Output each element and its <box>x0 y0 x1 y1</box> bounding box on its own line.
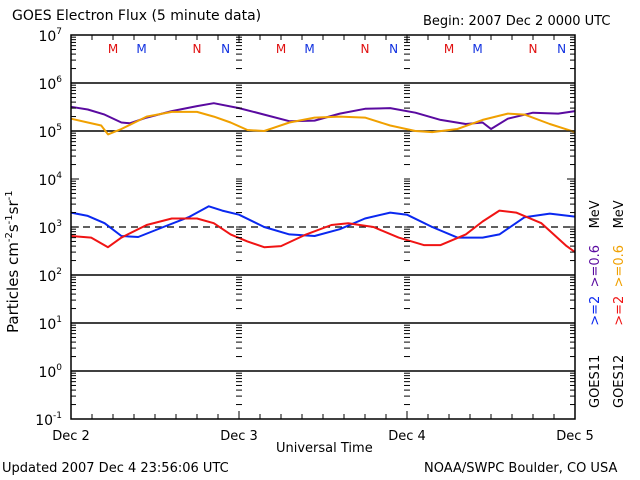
local-time-marker-N-goes12: N <box>529 42 538 56</box>
legend-goes12-ch2: >=2 <box>612 295 627 326</box>
y-tick-labels: 107 106 105 104 103 102 101 100 10-1 <box>35 27 62 429</box>
y-tick-label: 101 <box>38 315 62 333</box>
local-time-marker-M-goes12: M <box>444 42 454 56</box>
axis-layer <box>70 34 576 420</box>
local-time-marker-M-goes11: M <box>304 42 314 56</box>
legend-goes12-unit: MeV <box>612 200 627 229</box>
y-tick-label: 106 <box>38 75 62 93</box>
local-time-marker-M-goes11: M <box>136 42 146 56</box>
y-tick-label: 102 <box>38 267 62 285</box>
local-time-marker-M-goes11: M <box>472 42 482 56</box>
y-tick-label: 105 <box>38 123 62 141</box>
grid-layer <box>71 82 575 372</box>
updated-timestamp: Updated 2007 Dec 4 23:56:06 UTC <box>2 461 229 476</box>
series-layer <box>70 102 576 253</box>
series-goes11-2-mev <box>70 205 576 239</box>
series-goes12-0-6-mev <box>70 110 576 136</box>
legend-goes12: GOES12 >=2 >=0.6 MeV <box>612 200 627 408</box>
local-time-marker-M-goes12: M <box>276 42 286 56</box>
chart-title: GOES Electron Flux (5 minute data) <box>12 8 262 24</box>
x-tick-labels: Dec 2 Dec 3 Dec 4 Dec 5 <box>52 429 594 444</box>
local-time-marker-N-goes12: N <box>193 42 202 56</box>
x-tick-label: Dec 4 <box>388 429 426 444</box>
credit-text: NOAA/SWPC Boulder, CO USA <box>424 461 618 476</box>
legend-goes12-satellite: GOES12 <box>612 354 627 408</box>
local-time-marker-M-goes12: M <box>108 42 118 56</box>
local-time-marker-N-goes12: N <box>361 42 370 56</box>
legend-goes11-unit: MeV <box>588 200 603 229</box>
legend-goes12-ch06: >=0.6 <box>612 244 627 288</box>
begin-time: Begin: 2007 Dec 2 0000 UTC <box>423 14 611 29</box>
legend-goes11: GOES11 >=2 >=0.6 MeV <box>588 200 603 408</box>
x-tick-label: Dec 2 <box>52 429 90 444</box>
series-goes11-0-6-mev <box>70 102 576 130</box>
x-axis-label: Universal Time <box>276 441 373 456</box>
y-tick-label: 100 <box>38 363 62 381</box>
local-time-marker-N-goes11: N <box>389 42 398 56</box>
x-tick-label: Dec 3 <box>220 429 258 444</box>
y-tick-label: 103 <box>38 219 62 237</box>
y-axis-label: Particles cm-2s-1sr-1 <box>4 190 22 333</box>
local-time-marker-N-goes11: N <box>221 42 230 56</box>
legend-goes11-satellite: GOES11 <box>588 354 603 408</box>
x-tick-label: Dec 5 <box>556 429 594 444</box>
y-tick-label: 104 <box>38 171 62 189</box>
y-tick-label: 10-1 <box>35 411 62 429</box>
legend-goes11-ch2: >=2 <box>588 295 603 326</box>
series-goes12-2-mev <box>70 209 576 253</box>
local-time-marker-N-goes11: N <box>557 42 566 56</box>
y-tick-label: 107 <box>38 27 62 45</box>
legend-goes11-ch06: >=0.6 <box>588 244 603 288</box>
